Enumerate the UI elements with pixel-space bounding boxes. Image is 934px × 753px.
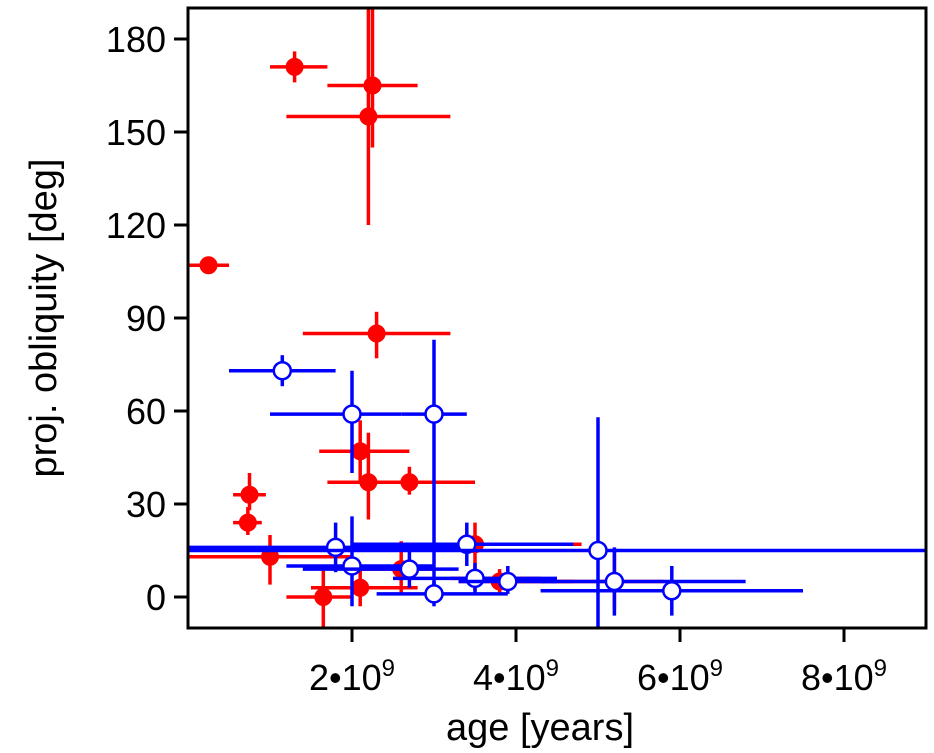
x-tick-label: 8•109 bbox=[801, 655, 887, 698]
x-axis: 2•109 4•109 6•109 8•109 bbox=[309, 628, 887, 698]
x-tick-label: 4•109 bbox=[473, 655, 559, 698]
data-point bbox=[367, 324, 386, 343]
data-point bbox=[342, 556, 362, 576]
data-point bbox=[325, 537, 346, 558]
data-point bbox=[199, 256, 218, 275]
data-point bbox=[351, 442, 370, 461]
plot-marks bbox=[188, 8, 926, 628]
series-2 bbox=[188, 339, 926, 628]
plot-frame bbox=[186, 6, 928, 630]
y-tick-label: 90 bbox=[126, 298, 166, 339]
data-point bbox=[342, 404, 362, 424]
x-tick-label: 2•109 bbox=[309, 655, 395, 698]
data-point bbox=[363, 76, 382, 95]
series-1 bbox=[188, 8, 664, 628]
x-tick-label: 6•109 bbox=[637, 655, 723, 698]
data-point bbox=[662, 581, 682, 601]
y-axis-label: proj. obliquity [deg] bbox=[23, 159, 65, 478]
data-point bbox=[399, 559, 420, 579]
y-tick-label: 180 bbox=[106, 19, 166, 60]
y-tick-label: 0 bbox=[146, 577, 166, 618]
data-point bbox=[604, 571, 625, 592]
data-point bbox=[498, 571, 518, 592]
data-point bbox=[359, 473, 378, 492]
data-point bbox=[424, 584, 444, 604]
data-point bbox=[588, 540, 608, 561]
data-point bbox=[238, 513, 257, 532]
data-point bbox=[424, 404, 444, 424]
y-tick-label: 150 bbox=[106, 112, 166, 153]
data-point bbox=[465, 568, 485, 589]
data-point bbox=[272, 360, 293, 381]
y-tick-label: 30 bbox=[126, 484, 166, 525]
y-tick-label: 120 bbox=[106, 205, 166, 246]
data-point bbox=[400, 473, 419, 492]
y-tick-label: 60 bbox=[126, 391, 166, 432]
data-point bbox=[285, 57, 304, 76]
data-point bbox=[351, 578, 370, 597]
data-point bbox=[314, 588, 333, 606]
data-point bbox=[457, 534, 477, 555]
data-point bbox=[359, 107, 378, 126]
y-axis: 0 30 60 90 120 150 180 bbox=[106, 19, 188, 618]
x-axis-label: age [years] bbox=[446, 707, 634, 749]
data-point bbox=[240, 485, 259, 504]
